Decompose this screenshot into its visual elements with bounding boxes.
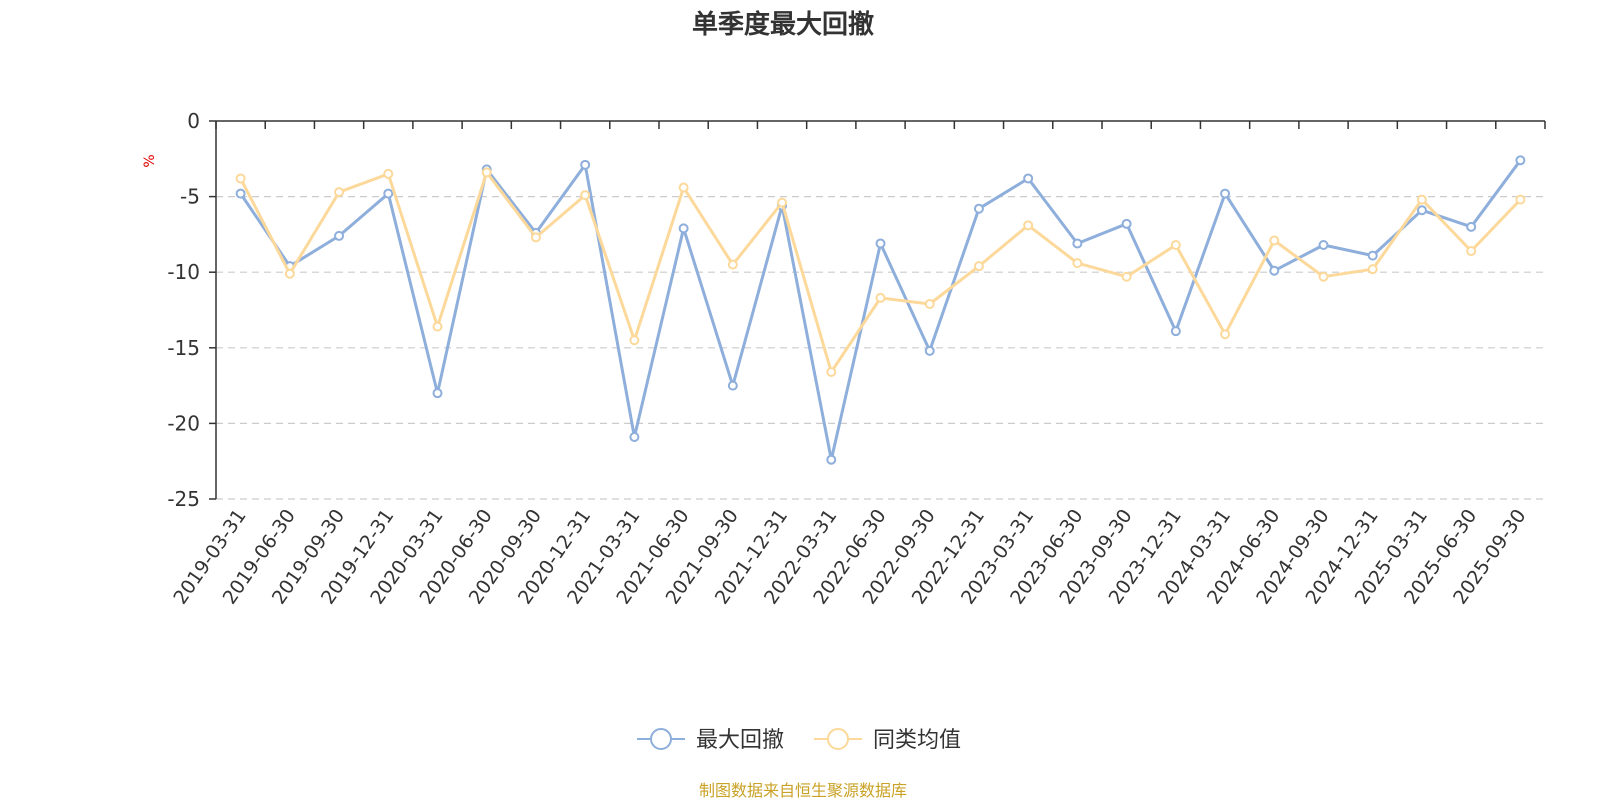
data-point	[875, 238, 886, 249]
data-point	[334, 230, 345, 241]
data-point	[1269, 265, 1280, 276]
data-point	[1121, 271, 1132, 282]
data-point	[1072, 238, 1083, 249]
y-axis-unit-label: %	[142, 154, 158, 167]
data-point	[973, 261, 984, 272]
data-point	[235, 173, 246, 184]
data-point	[530, 232, 541, 243]
legend-item-max-drawdown[interactable]: 最大回撤	[637, 728, 784, 753]
data-point	[383, 168, 394, 179]
data-point	[1515, 194, 1526, 205]
data-point	[1466, 246, 1477, 257]
y-tick-label: -15	[167, 336, 200, 360]
data-point	[1269, 235, 1280, 246]
data-point	[727, 259, 738, 270]
data-point	[678, 182, 689, 193]
data-point	[383, 188, 394, 199]
legend-marker-max-drawdown	[650, 728, 672, 750]
y-tick-label: -25	[167, 487, 200, 511]
data-point	[235, 188, 246, 199]
data-point	[629, 335, 640, 346]
data-point	[1121, 218, 1132, 229]
data-source-note: 制图数据来自恒生聚源数据库	[699, 781, 907, 800]
series-lines	[235, 155, 1526, 465]
data-point	[826, 454, 837, 465]
data-point	[1072, 258, 1083, 269]
series-max-drawdown	[235, 155, 1526, 465]
data-point	[1416, 194, 1427, 205]
data-point	[777, 197, 788, 208]
data-point	[432, 388, 443, 399]
data-point	[481, 167, 492, 178]
data-point	[1220, 329, 1231, 340]
data-point	[1416, 205, 1427, 216]
y-tick-label: 0	[187, 109, 200, 133]
series-peer-average	[235, 167, 1526, 377]
y-tick-label: -5	[180, 185, 200, 209]
y-tick-label: -10	[167, 260, 200, 284]
data-point	[1170, 326, 1181, 337]
data-point	[1466, 221, 1477, 232]
y-tick-labels: 0 -5 -10 -15 -20 -25	[167, 109, 200, 511]
chart-title: 单季度最大回撤	[692, 9, 874, 40]
data-point	[432, 321, 443, 332]
data-point	[580, 190, 591, 201]
y-tick-label: -20	[167, 411, 200, 435]
data-point	[629, 432, 640, 443]
data-point	[334, 187, 345, 198]
data-point	[973, 203, 984, 214]
data-point	[924, 298, 935, 309]
legend: 最大回撤 同类均值	[637, 728, 961, 753]
legend-item-peer-average[interactable]: 同类均值	[814, 728, 961, 753]
data-point	[1515, 155, 1526, 166]
data-point	[1367, 250, 1378, 261]
data-point	[1220, 188, 1231, 199]
data-point	[678, 223, 689, 234]
data-point	[1170, 239, 1181, 250]
data-point	[875, 292, 886, 303]
data-point	[1023, 220, 1034, 231]
axes	[209, 120, 1546, 500]
legend-marker-peer-average	[827, 728, 849, 750]
data-point	[1318, 239, 1329, 250]
data-point	[1023, 173, 1034, 184]
data-point	[1318, 271, 1329, 282]
data-point	[580, 159, 591, 170]
legend-label-peer-average: 同类均值	[873, 728, 961, 753]
data-point	[1367, 264, 1378, 275]
legend-label-max-drawdown: 最大回撤	[696, 728, 784, 753]
x-tick-labels: 2019-03-312019-06-302019-09-302019-12-31…	[169, 505, 1530, 608]
data-point	[284, 268, 295, 279]
data-point	[727, 380, 738, 391]
data-point	[826, 366, 837, 377]
data-point	[924, 345, 935, 356]
